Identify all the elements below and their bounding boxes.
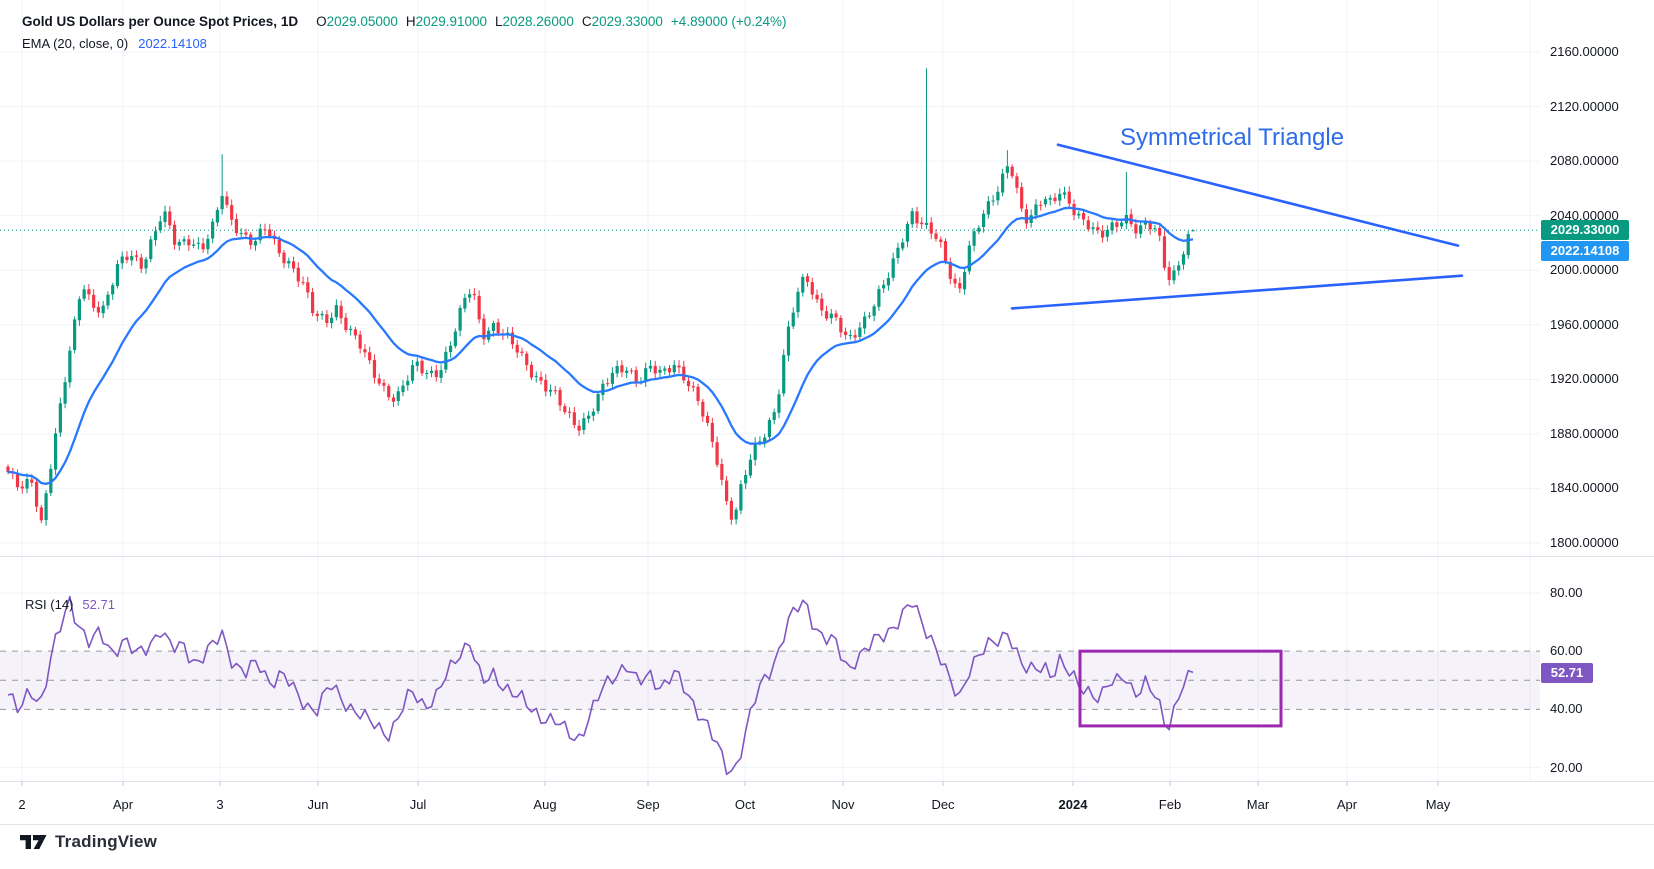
time-axis-label: 3 bbox=[216, 797, 224, 812]
ohlc-letter: C bbox=[581, 14, 592, 29]
price-axis-label: 1920.00000 bbox=[1550, 371, 1619, 387]
time-axis-label: Jun bbox=[307, 797, 329, 812]
rsi-axis-label: 80.00 bbox=[1550, 585, 1583, 600]
rsi-axis-label: 60.00 bbox=[1550, 643, 1583, 659]
price-axis-label: 2160.00000 bbox=[1550, 44, 1619, 59]
time-axis-label: Mar bbox=[1246, 797, 1270, 812]
time-axis-label: Nov bbox=[831, 797, 855, 812]
change-value: +4.89000 (+0.24%) bbox=[670, 14, 787, 29]
ohlc-value: 2029.33000 bbox=[591, 14, 663, 29]
ohlc-value: 2029.91000 bbox=[415, 14, 487, 29]
ema-legend-row: EMA (20, close, 0) 2022.14108 bbox=[22, 36, 787, 51]
rsi-value-badge: 52.71 bbox=[1541, 663, 1593, 683]
last-price-badge: 2029.33000 bbox=[1541, 220, 1629, 240]
tradingview-logo-icon bbox=[20, 835, 47, 849]
time-axis-label: Jul bbox=[409, 797, 427, 812]
tradingview-logo-text: TradingView bbox=[55, 832, 158, 851]
price-axis-label: 1880.00000 bbox=[1550, 425, 1619, 441]
ohlc-values: O2029.05000 H2029.91000 L2028.26000 C2029.3… bbox=[308, 14, 663, 29]
price-axis-label: 2040.00000 bbox=[1550, 207, 1619, 223]
price-axis-label: 1800.00000 bbox=[1550, 535, 1619, 550]
time-axis-label: Oct bbox=[734, 797, 756, 812]
ema-value-badge: 2022.14108 bbox=[1541, 241, 1629, 261]
symmetrical-triangle-annotation[interactable]: Symmetrical Triangle bbox=[1120, 124, 1345, 151]
ohlc-letter: H bbox=[405, 14, 416, 29]
tradingview-logo[interactable]: TradingView bbox=[20, 832, 157, 852]
rsi-band bbox=[0, 650, 1540, 710]
rsi-indicator-value: 52.71 bbox=[82, 597, 115, 612]
time-axis-label: Apr bbox=[1336, 797, 1358, 812]
time-axis-label: 2 bbox=[18, 797, 26, 812]
rsi-line[interactable] bbox=[7, 595, 1194, 776]
ema-indicator-value: 2022.14108 bbox=[138, 36, 207, 51]
ohlc-value: 2028.26000 bbox=[502, 14, 574, 29]
symbol-title[interactable]: Gold US Dollars per Ounce Spot Prices, 1… bbox=[22, 14, 299, 29]
pane-separators bbox=[0, 556, 1654, 825]
price-axis-label: 1960.00000 bbox=[1550, 316, 1619, 332]
time-axis-label: 2024 bbox=[1058, 797, 1088, 812]
time-axis-label: May bbox=[1425, 797, 1451, 812]
rsi-axis-label: 40.00 bbox=[1550, 701, 1583, 717]
price-axis-label: 2080.00000 bbox=[1550, 153, 1619, 169]
price-axis-label: 2000.00000 bbox=[1550, 262, 1619, 278]
rsi-rectangle-drawing[interactable] bbox=[1078, 649, 1283, 728]
price-axis-label: 1840.00000 bbox=[1550, 480, 1619, 496]
ohlc-letter: O bbox=[316, 14, 327, 29]
time-axis-label: Aug bbox=[533, 797, 557, 812]
ema-line[interactable] bbox=[7, 206, 1194, 486]
time-axis-label: Feb bbox=[1158, 797, 1182, 812]
time-axis-label: Apr bbox=[112, 797, 134, 812]
price-axis-label: 2120.00000 bbox=[1550, 98, 1619, 114]
rsi-legend: RSI (14) 52.71 bbox=[25, 597, 115, 612]
ohlc-value: 2029.05000 bbox=[326, 14, 398, 29]
symbol-legend-row: Gold US Dollars per Ounce Spot Prices, 1… bbox=[22, 14, 787, 29]
rsi-indicator-label[interactable]: RSI (14) bbox=[25, 597, 74, 612]
time-axis-label: Dec bbox=[931, 797, 955, 812]
rsi-axis-label: 20.00 bbox=[1550, 759, 1583, 775]
triangle-lower-trendline[interactable] bbox=[1010, 274, 1464, 310]
candlestick-series bbox=[6, 68, 1195, 526]
ema-indicator-label[interactable]: EMA (20, close, 0) bbox=[22, 36, 129, 51]
ohlc-letter: L bbox=[495, 14, 503, 29]
time-axis-label: Sep bbox=[636, 797, 660, 812]
chart-legend: Gold US Dollars per Ounce Spot Prices, 1… bbox=[22, 14, 787, 51]
triangle-upper-trendline[interactable] bbox=[1056, 143, 1460, 247]
